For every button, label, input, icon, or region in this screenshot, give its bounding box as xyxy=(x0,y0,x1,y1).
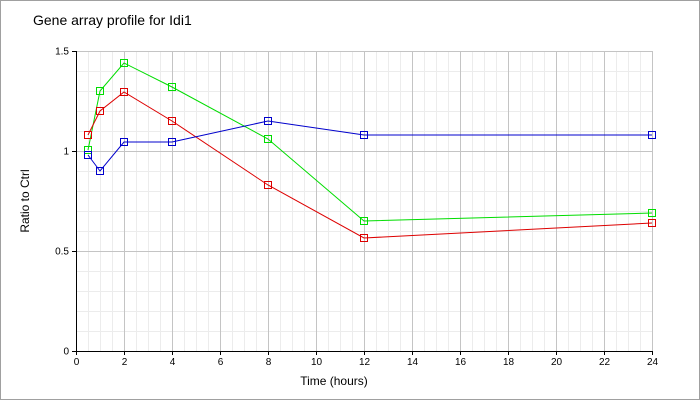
data-point-marker xyxy=(360,217,368,225)
data-point-marker xyxy=(120,88,128,96)
x-tick-label: 24 xyxy=(647,357,659,368)
data-point-marker xyxy=(264,181,272,189)
series-group xyxy=(84,59,656,242)
data-point-marker xyxy=(648,209,656,217)
y-tick-label: 1 xyxy=(63,147,69,158)
series-0 xyxy=(84,59,656,225)
data-point-marker xyxy=(264,117,272,125)
y-tick-label: 0 xyxy=(63,347,69,358)
x-tick-label: 20 xyxy=(551,357,563,368)
x-tick-label: 6 xyxy=(218,357,224,368)
x-tick-label: 4 xyxy=(170,357,176,368)
series-2 xyxy=(84,117,656,175)
y-tick-label: 1.5 xyxy=(55,47,69,58)
y-axis-label: Ratio to Ctrl xyxy=(18,169,32,232)
data-point-marker xyxy=(96,167,104,175)
data-point-marker xyxy=(168,117,176,125)
data-point-marker xyxy=(120,138,128,146)
data-point-marker xyxy=(360,131,368,139)
x-tick-label: 10 xyxy=(311,357,323,368)
data-point-marker xyxy=(648,131,656,139)
data-point-marker xyxy=(96,87,104,95)
series-1 xyxy=(84,88,656,242)
grid xyxy=(76,51,653,352)
x-tick-label: 0 xyxy=(74,357,80,368)
data-point-marker xyxy=(84,146,92,154)
data-point-marker xyxy=(168,138,176,146)
x-tick-label: 2 xyxy=(122,357,128,368)
x-tick-label: 8 xyxy=(266,357,272,368)
x-tick-label: 18 xyxy=(503,357,515,368)
data-point-marker xyxy=(360,234,368,242)
y-tick-label: 0.5 xyxy=(55,247,69,258)
data-point-marker xyxy=(84,131,92,139)
data-point-marker xyxy=(84,151,92,159)
data-point-marker xyxy=(264,135,272,143)
x-axis-label: Time (hours) xyxy=(300,374,368,388)
data-point-marker xyxy=(96,107,104,115)
series-line xyxy=(87,91,653,239)
x-tick-label: 22 xyxy=(599,357,611,368)
series-line xyxy=(87,62,653,222)
data-point-marker xyxy=(120,59,128,67)
data-point-marker xyxy=(648,219,656,227)
series-line xyxy=(87,120,652,172)
x-tick-label: 14 xyxy=(407,357,419,368)
x-tick-label: 12 xyxy=(359,357,371,368)
x-tick-label: 16 xyxy=(455,357,467,368)
data-point-marker xyxy=(168,83,176,91)
chart-title: Gene array profile for Idi1 xyxy=(33,12,192,28)
